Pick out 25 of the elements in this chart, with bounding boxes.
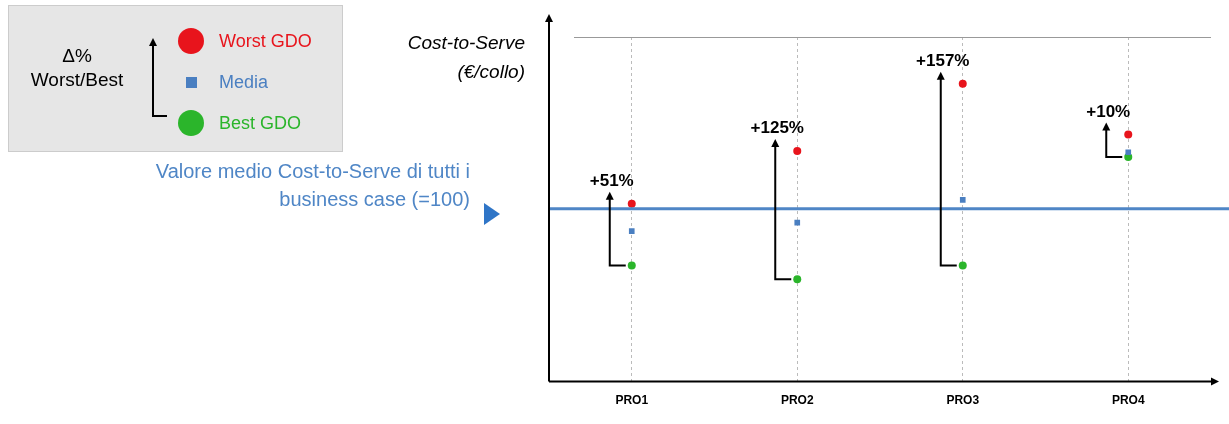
annotation: +125% [750,118,804,138]
point [958,79,967,88]
point [958,261,967,270]
x-tick-label: PRO2 [780,393,814,408]
x-tick-label: PRO3 [946,393,980,408]
point [794,219,801,226]
point [793,147,802,156]
x-tick-label: PRO1 [615,393,649,408]
legend-label: Best GDO [219,112,302,134]
point [627,261,636,270]
annotation: +51% [589,170,634,190]
legend-label: Worst GDO [219,30,312,52]
annotation: +10% [1086,101,1131,121]
legend-label: Media [219,71,269,93]
legend-title: Δ% Worst/Best [29,44,125,92]
point [1124,130,1133,139]
point [628,228,635,235]
y-axis-title: Cost-to-Serve (€/collo) [406,31,525,84]
point [1125,149,1132,156]
point [627,199,636,208]
x-tick-label: PRO4 [1111,393,1145,408]
point [793,275,802,284]
text: Valore medio Cost-to-Serve di tutti i business case (=100) [154,159,470,212]
annotation: +157% [916,50,970,70]
point [959,197,966,203]
